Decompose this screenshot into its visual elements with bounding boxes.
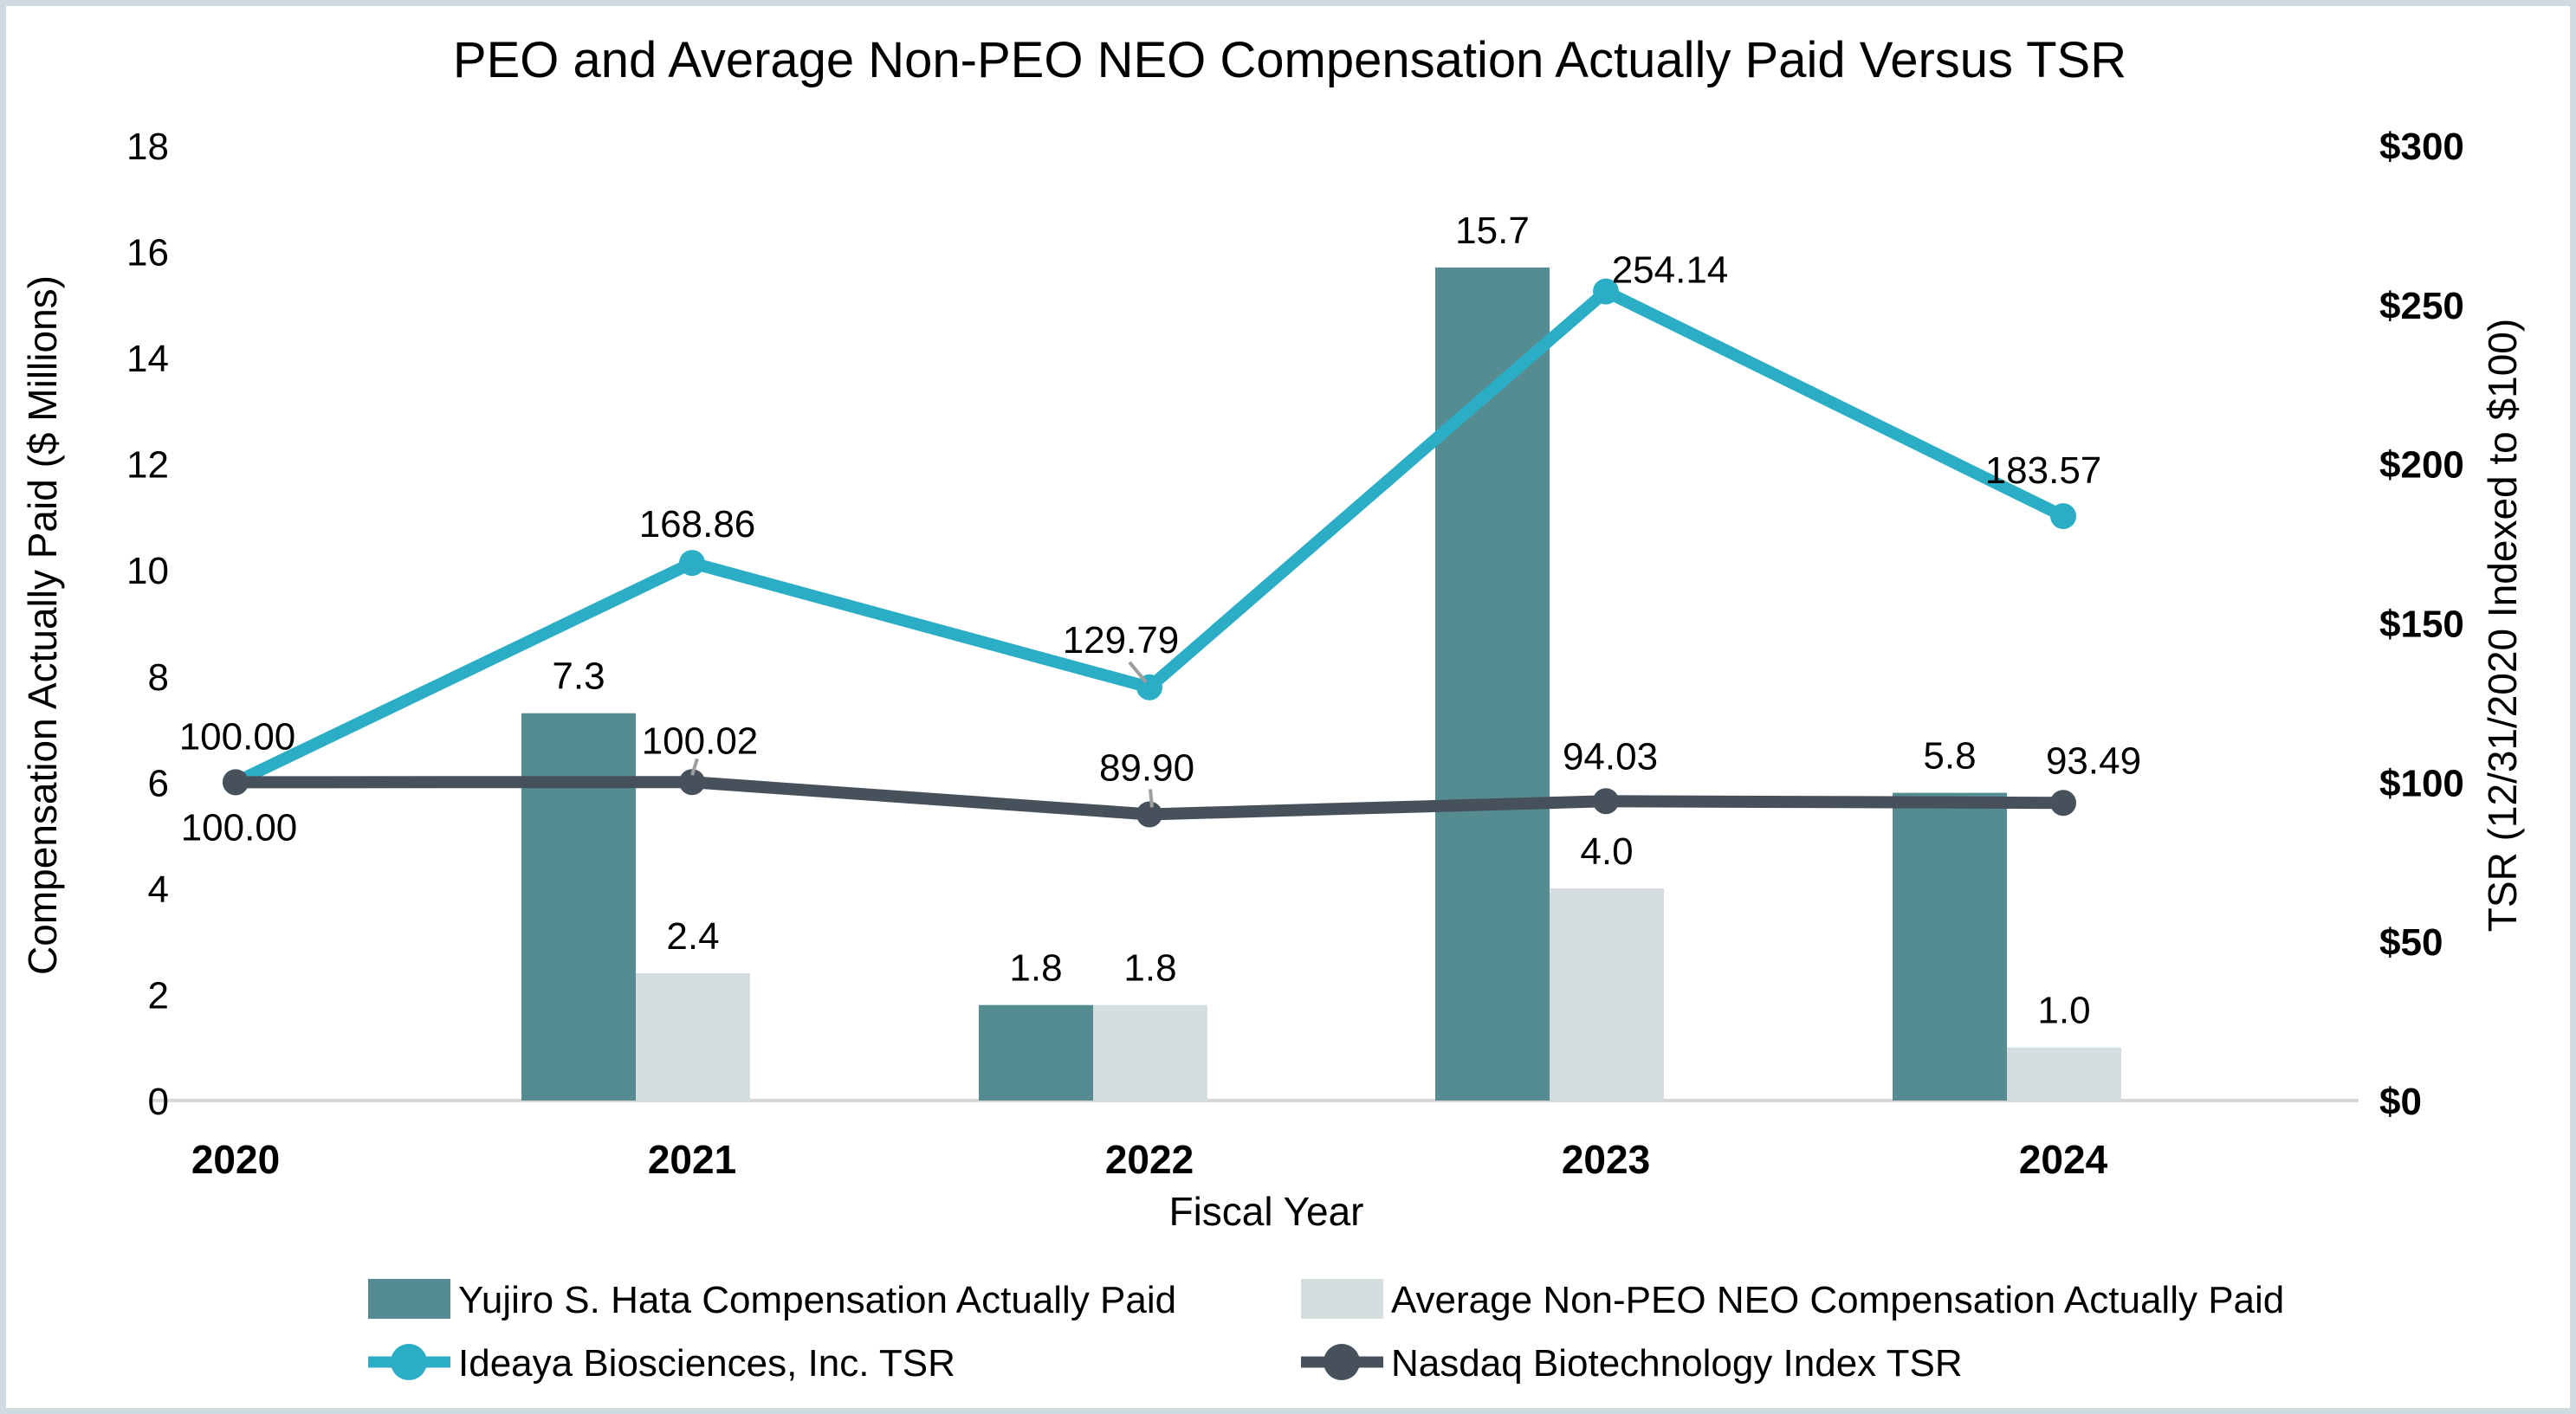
leader-nasdaq-2021 bbox=[690, 758, 699, 776]
legend-label-nonpeo-bar: Average Non-PEO NEO Compensation Actuall… bbox=[1391, 1279, 2284, 1321]
right-axis-title: TSR (12/31/2020 Indexed to $100) bbox=[2480, 319, 2525, 932]
x-tick-2020: 2020 bbox=[191, 1137, 280, 1182]
chart-title: PEO and Average Non-PEO NEO Compensation… bbox=[453, 32, 2126, 88]
point-label-ideaya-2023: 254.14 bbox=[1612, 249, 1729, 292]
legend-dot-ideaya bbox=[391, 1344, 427, 1380]
bar-label-nonpeo-2021: 2.4 bbox=[666, 915, 719, 958]
left-tick-8: 8 bbox=[148, 656, 169, 699]
point-label-ideaya-2021: 168.86 bbox=[639, 503, 756, 546]
bar-label-nonpeo-2022: 1.8 bbox=[1123, 947, 1176, 990]
point-ideaya-2022 bbox=[1136, 674, 1162, 701]
leader-nasdaq-2022 bbox=[1149, 789, 1154, 808]
bar-nonpeo-2022 bbox=[1093, 1004, 1207, 1101]
right-tick-150: $150 bbox=[2379, 604, 2464, 646]
point-nasdaq-2023 bbox=[1593, 788, 1619, 815]
bar-label-nonpeo-2024: 1.0 bbox=[2037, 990, 2090, 1032]
point-ideaya-2024 bbox=[2050, 503, 2076, 530]
point-label-nasdaq-2023: 94.03 bbox=[1563, 735, 1658, 778]
left-tick-4: 4 bbox=[148, 868, 169, 911]
bar-peo-2024 bbox=[1893, 792, 2007, 1101]
legend-item-peo-bar: Yujiro S. Hata Compensation Actually Pai… bbox=[368, 1279, 1176, 1321]
right-tick-100: $100 bbox=[2379, 762, 2464, 804]
legend-swatch-nonpeo-bar bbox=[1301, 1279, 1383, 1319]
legend-dot-nasdaq bbox=[1324, 1344, 1360, 1380]
right-tick-200: $200 bbox=[2379, 444, 2464, 487]
legend-item-nasdaq-tsr: Nasdaq Biotechnology Index TSR bbox=[1301, 1342, 1963, 1385]
x-tick-2024: 2024 bbox=[2019, 1137, 2108, 1182]
bar-label-nonpeo-2023: 4.0 bbox=[1580, 830, 1633, 873]
point-label-ideaya-2024: 183.57 bbox=[1985, 449, 2102, 492]
point-label-nasdaq-2020: 100.00 bbox=[181, 806, 298, 849]
point-nasdaq-2024 bbox=[2050, 790, 2076, 817]
right-tick-50: $50 bbox=[2379, 921, 2443, 964]
right-tick-0: $0 bbox=[2379, 1081, 2422, 1123]
point-label-nasdaq-2024: 93.49 bbox=[2046, 739, 2141, 782]
point-nasdaq-2020 bbox=[223, 769, 249, 796]
legend-label-nasdaq: Nasdaq Biotechnology Index TSR bbox=[1391, 1342, 1963, 1385]
point-label-ideaya-2022: 129.79 bbox=[1063, 619, 1180, 662]
x-axis-title: Fiscal Year bbox=[1168, 1189, 1363, 1234]
point-label-nasdaq-2021: 100.02 bbox=[642, 720, 759, 762]
left-axis-title: Compensation Actually Paid ($ Millions) bbox=[20, 275, 65, 975]
x-tick-2021: 2021 bbox=[648, 1137, 736, 1182]
plot-area: 0 2 4 6 8 10 12 14 16 18 $0 $50 $100 $150 $200 $250 $300… bbox=[126, 126, 2464, 1182]
x-tick-2023: 2023 bbox=[1562, 1137, 1650, 1182]
comp-vs-tsr-chart: PEO and Average Non-PEO NEO Compensation… bbox=[20, 32, 2525, 1385]
left-tick-18: 18 bbox=[126, 126, 169, 168]
bar-label-peo-2023: 15.7 bbox=[1455, 210, 1530, 252]
x-tick-2022: 2022 bbox=[1105, 1137, 1194, 1182]
legend: Yujiro S. Hata Compensation Actually Pai… bbox=[368, 1279, 2284, 1385]
left-tick-16: 16 bbox=[126, 232, 169, 274]
right-tick-300: $300 bbox=[2379, 126, 2464, 168]
left-tick-10: 10 bbox=[126, 550, 169, 592]
left-tick-6: 6 bbox=[148, 762, 169, 804]
legend-item-nonpeo-bar: Average Non-PEO NEO Compensation Actuall… bbox=[1301, 1279, 2284, 1321]
legend-label-ideaya: Ideaya Biosciences, Inc. TSR bbox=[458, 1342, 955, 1385]
bar-nonpeo-2024 bbox=[2007, 1047, 2121, 1101]
right-tick-250: $250 bbox=[2379, 285, 2464, 327]
bar-nonpeo-2021 bbox=[636, 972, 750, 1101]
left-tick-12: 12 bbox=[126, 444, 169, 487]
line-ideaya bbox=[230, 285, 2069, 789]
point-ideaya-2023 bbox=[1593, 278, 1619, 305]
point-nasdaq-2021 bbox=[679, 769, 705, 796]
left-tick-14: 14 bbox=[126, 338, 169, 380]
bar-label-peo-2022: 1.8 bbox=[1009, 947, 1062, 990]
point-ideaya-2021 bbox=[679, 550, 705, 577]
bar-peo-2021 bbox=[521, 713, 636, 1101]
bar-label-peo-2024: 5.8 bbox=[1923, 735, 1976, 778]
legend-swatch-peo-bar bbox=[368, 1279, 450, 1319]
leader-ideaya-2022 bbox=[1128, 661, 1148, 684]
legend-label-peo-bar: Yujiro S. Hata Compensation Actually Pai… bbox=[458, 1279, 1176, 1321]
point-label-nasdaq-2022: 89.90 bbox=[1099, 746, 1194, 789]
bar-label-peo-2021: 7.3 bbox=[552, 655, 605, 698]
legend-item-ideaya-tsr: Ideaya Biosciences, Inc. TSR bbox=[368, 1342, 955, 1385]
left-tick-0: 0 bbox=[148, 1081, 169, 1123]
point-nasdaq-2022 bbox=[1136, 801, 1162, 828]
left-tick-2: 2 bbox=[148, 974, 169, 1017]
bar-nonpeo-2023 bbox=[1550, 888, 1664, 1101]
point-label-ideaya-2020: 100.00 bbox=[179, 715, 296, 758]
bar-peo-2023 bbox=[1435, 267, 1550, 1101]
bar-peo-2022 bbox=[979, 1004, 1093, 1101]
